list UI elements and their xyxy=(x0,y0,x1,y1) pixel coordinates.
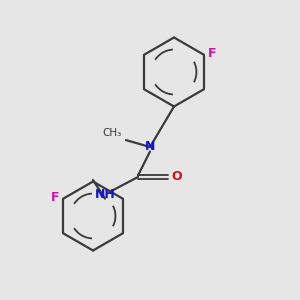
Text: F: F xyxy=(208,47,216,60)
Text: F: F xyxy=(50,191,59,204)
Text: N: N xyxy=(145,140,155,154)
Text: NH: NH xyxy=(94,188,116,202)
Text: O: O xyxy=(171,170,181,184)
Text: CH₃: CH₃ xyxy=(103,128,122,138)
